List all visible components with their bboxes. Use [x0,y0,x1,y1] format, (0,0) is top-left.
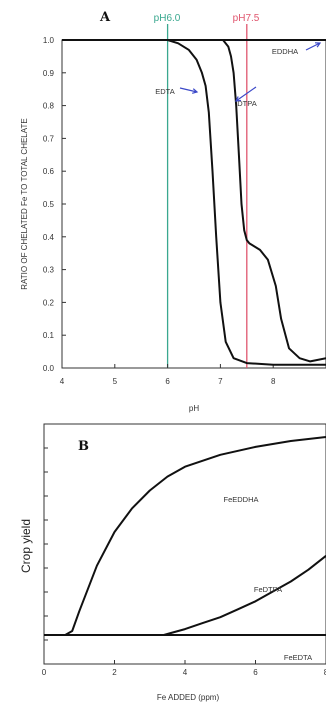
reference-label-ph75: pH7.5 [233,13,260,24]
y-axis-ticks-a: 0.0 0.1 0.2 0.3 0.4 0.5 0.6 0.7 0.8 0.9 1.0 [43,36,66,373]
panel-b-label: B [78,439,89,454]
panel-a-label: A [99,10,111,25]
arrow-edta [179,87,199,94]
series-group-b [44,436,326,636]
x-tick-label-b: 6 [253,668,258,677]
series-label-dtpa: DTPA [237,99,256,108]
series-line-edta [62,39,326,366]
series-label-edta: EDTA [155,87,174,96]
arrow-dtpa [234,86,257,102]
reference-label-ph6: pH6.0 [154,13,181,24]
x-axis-ticks-a: 4 5 6 7 8 [60,364,276,386]
x-axis-label-b: Fe ADDED (ppm) [157,693,220,702]
x-tick-label-a: 4 [60,377,65,386]
x-tick-label-b: 4 [183,668,188,677]
series-line-fedtpa [163,555,326,636]
y-axis-label-a: RATIO OF CHELATED Fe TO TOTAL CHELATE [20,118,29,289]
y-tick-label-a: 0.1 [43,331,55,340]
y-axis-label-b: Crop yield [19,519,33,573]
series-label-feedta: FeEDTA [284,653,312,662]
y-tick-label-a: 0.3 [43,266,55,275]
x-tick-label-b: 0 [42,668,47,677]
x-axis-ticks-b: 0 2 4 6 8 [42,660,326,677]
y-tick-label-a: 0.9 [43,69,55,78]
series-label-fedtpa: FeDTPA [254,585,282,594]
y-tick-label-a: 0.5 [43,200,55,209]
series-group-a [62,39,326,366]
series-label-eddha: EDDHA [272,47,298,56]
y-tick-label-a: 1.0 [43,36,55,45]
y-tick-label-a: 0.7 [43,134,55,143]
y-tick-label-a: 0.2 [43,298,55,307]
x-tick-label-a: 5 [113,377,118,386]
y-tick-label-a: 0.4 [43,233,55,242]
x-tick-label-a: 8 [271,377,276,386]
chart-panel-b: 0 2 4 6 8 B FeEDDHA FeDTPA FeEDTA Fe ADDED (… [19,423,326,702]
series-line-dtpa [62,39,326,363]
y-axis-ticks-b [44,447,48,641]
series-label-feeddha: FeEDDHA [223,495,258,504]
x-axis-label-a: pH [189,404,199,413]
x-tick-label-a: 7 [218,377,223,386]
x-tick-label-b: 8 [324,668,326,677]
y-tick-label-a: 0.8 [43,102,55,111]
x-tick-label-a: 6 [165,377,170,386]
y-tick-label-a: 0.0 [43,364,55,373]
arrow-eddha [305,42,322,51]
label-arrows [179,42,322,102]
series-line-feeddha [64,436,326,636]
plot-area-b [43,423,326,665]
y-tick-label-a: 0.6 [43,167,55,176]
x-tick-label-b: 2 [112,668,117,677]
